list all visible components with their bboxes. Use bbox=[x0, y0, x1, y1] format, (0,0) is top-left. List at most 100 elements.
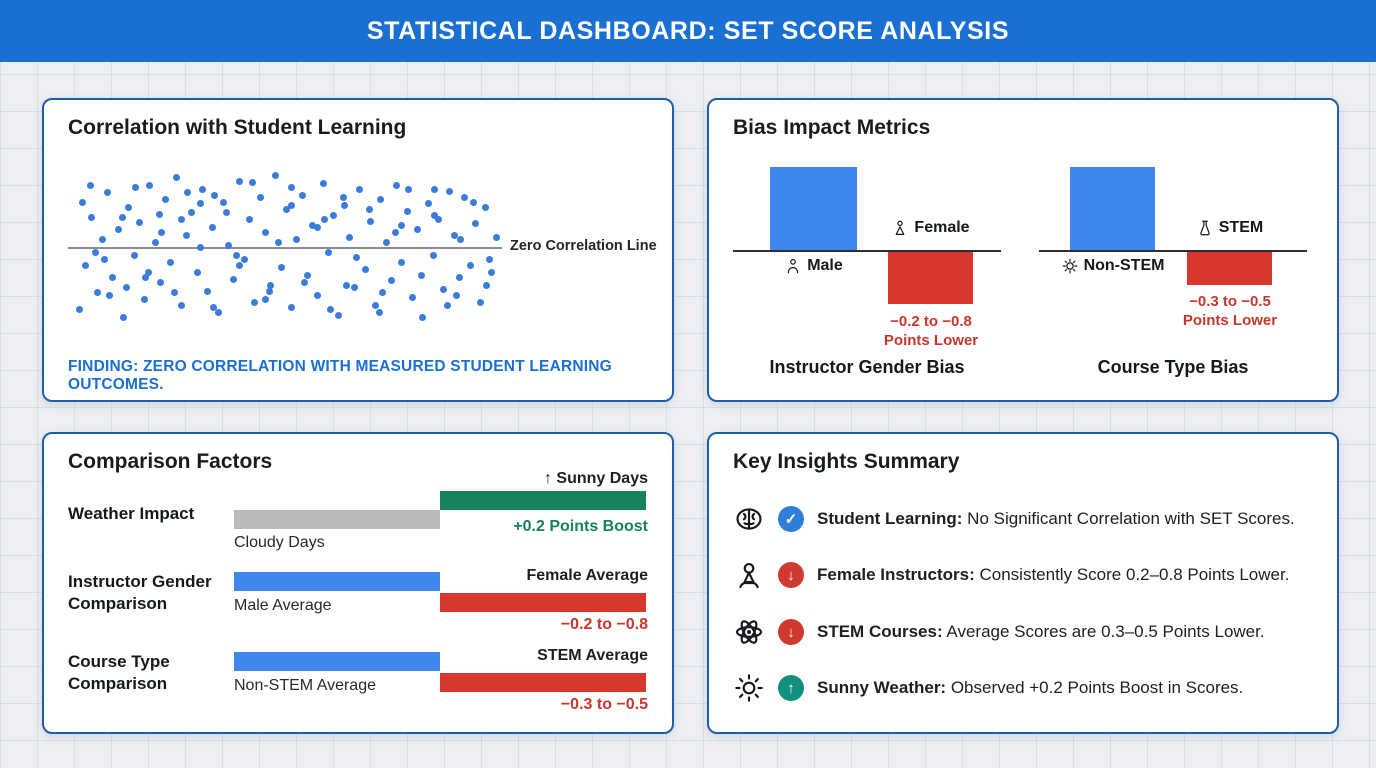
zero-correlation-line bbox=[68, 247, 502, 249]
scatter-point bbox=[398, 222, 405, 229]
scatter-point bbox=[488, 269, 495, 276]
non-stem-bar bbox=[1070, 167, 1155, 250]
insight-text: Sunny Weather: Observed +0.2 Points Boos… bbox=[817, 678, 1243, 698]
scatter-point bbox=[188, 209, 195, 216]
scatter-point bbox=[288, 304, 295, 311]
panel-bias: Bias Impact Metrics Male Female −0 bbox=[707, 98, 1339, 402]
scatter-point bbox=[461, 194, 468, 201]
scatter-point bbox=[194, 269, 201, 276]
scatter-point bbox=[167, 259, 174, 266]
male-icon bbox=[787, 259, 799, 274]
insight-row-stem-courses: ↓ STEM Courses: Average Scores are 0.3–0… bbox=[733, 610, 1321, 654]
scatter-point bbox=[266, 288, 273, 295]
page-title: STATISTICAL DASHBOARD: SET SCORE ANALYSI… bbox=[366, 16, 1010, 45]
scatter-point bbox=[115, 226, 122, 233]
course-delta-value: −0.3 to −0.5 bbox=[560, 696, 648, 713]
scatter-point bbox=[99, 236, 106, 243]
scatter-point bbox=[340, 194, 347, 201]
scatter-point bbox=[210, 304, 217, 311]
insight-body: Average Scores are 0.3–0.5 Points Lower. bbox=[942, 622, 1265, 641]
insight-row-female-instructors: ↓ Female Instructors: Consistently Score… bbox=[733, 553, 1321, 597]
scatter-point bbox=[435, 216, 442, 223]
brain-icon bbox=[736, 508, 762, 530]
scatter-point bbox=[101, 256, 108, 263]
scatter-point bbox=[146, 182, 153, 189]
insight-body: Observed +0.2 Points Boost in Scores. bbox=[946, 678, 1244, 697]
scatter-point bbox=[330, 212, 337, 219]
scatter-point bbox=[178, 302, 185, 309]
gender-comparison-label: Instructor Gender Comparison bbox=[68, 572, 212, 613]
gender-note-line2: Points Lower bbox=[883, 332, 979, 349]
scatter-point bbox=[467, 262, 474, 269]
gender-note-line1: −0.2 to −0.8 bbox=[890, 313, 972, 330]
scatter-point bbox=[446, 188, 453, 195]
scatter-point bbox=[162, 196, 169, 203]
scatter-point bbox=[335, 312, 342, 319]
scatter-point bbox=[343, 282, 350, 289]
scatter-point bbox=[125, 204, 132, 211]
scatter-point bbox=[309, 222, 316, 229]
scatter-point bbox=[120, 314, 127, 321]
course-bias-chart: Non-STEM STEM −0.3 to −0.5 Points Lower … bbox=[1039, 155, 1311, 387]
scatter-point bbox=[493, 234, 500, 241]
scatter-point bbox=[430, 252, 437, 259]
gender-bias-caption: Instructor Gender Bias bbox=[769, 357, 965, 377]
scatter-point bbox=[225, 242, 232, 249]
scatter-point bbox=[418, 272, 425, 279]
scatter-point bbox=[483, 282, 490, 289]
scatter-point bbox=[209, 224, 216, 231]
panel-correlation-title: Correlation with Student Learning bbox=[68, 116, 407, 139]
scatter-point bbox=[132, 184, 139, 191]
non-stem-average-bar bbox=[234, 652, 440, 671]
scatter-point bbox=[472, 220, 479, 227]
female-average-label: Female Average bbox=[526, 567, 648, 584]
stem-label-text: STEM bbox=[1218, 219, 1264, 236]
scatter-point bbox=[220, 199, 227, 206]
scatter-point bbox=[372, 302, 379, 309]
scatter-point bbox=[141, 296, 148, 303]
scatter-point bbox=[230, 276, 237, 283]
scatter-point bbox=[88, 214, 95, 221]
panel-bias-title: Bias Impact Metrics bbox=[733, 116, 931, 139]
scatter-point bbox=[409, 294, 416, 301]
scatter-point bbox=[299, 192, 306, 199]
scatter-point bbox=[477, 299, 484, 306]
insight-body: Consistently Score 0.2–0.8 Points Lower. bbox=[974, 565, 1290, 584]
scatter-point bbox=[314, 224, 321, 231]
weather-delta-value: +0.2 Points Boost bbox=[513, 518, 648, 535]
scatter-point bbox=[223, 209, 230, 216]
scatter-point bbox=[171, 289, 178, 296]
panel-comparison: Comparison Factors Weather Impact ↑ Sunn… bbox=[42, 432, 674, 734]
atom-icon bbox=[735, 620, 763, 644]
scatter-point bbox=[94, 289, 101, 296]
scatter-point bbox=[123, 284, 130, 291]
scatter-point bbox=[288, 184, 295, 191]
scatter-point bbox=[486, 256, 493, 263]
scatter-point bbox=[145, 269, 152, 276]
male-label: Male bbox=[750, 257, 877, 275]
scatter-point bbox=[267, 282, 274, 289]
female-bar bbox=[888, 252, 973, 304]
scatter-point bbox=[404, 208, 411, 215]
scatter-point bbox=[283, 206, 290, 213]
scatter-point bbox=[456, 274, 463, 281]
scatter-point bbox=[197, 200, 204, 207]
scatter-point bbox=[377, 196, 384, 203]
scatter-point bbox=[257, 194, 264, 201]
scatter-point bbox=[173, 174, 180, 181]
non-stem-average-label: Non-STEM Average bbox=[234, 677, 376, 694]
down-arrow-badge-icon: ↓ bbox=[778, 619, 804, 645]
cloudy-days-label: Cloudy Days bbox=[234, 534, 325, 551]
scatter-point bbox=[356, 186, 363, 193]
scatter-point bbox=[320, 180, 327, 187]
scatter-point bbox=[376, 309, 383, 316]
scatter-point bbox=[457, 236, 464, 243]
scatter-point bbox=[440, 286, 447, 293]
scatter-point bbox=[353, 254, 360, 261]
scatter-point bbox=[119, 214, 126, 221]
insight-row-student-learning: ✓ Student Learning: No Significant Corre… bbox=[733, 497, 1321, 541]
insight-text: Student Learning: No Significant Correla… bbox=[817, 509, 1295, 529]
scatter-point bbox=[431, 186, 438, 193]
scatter-point bbox=[82, 262, 89, 269]
scatter-point bbox=[92, 249, 99, 256]
